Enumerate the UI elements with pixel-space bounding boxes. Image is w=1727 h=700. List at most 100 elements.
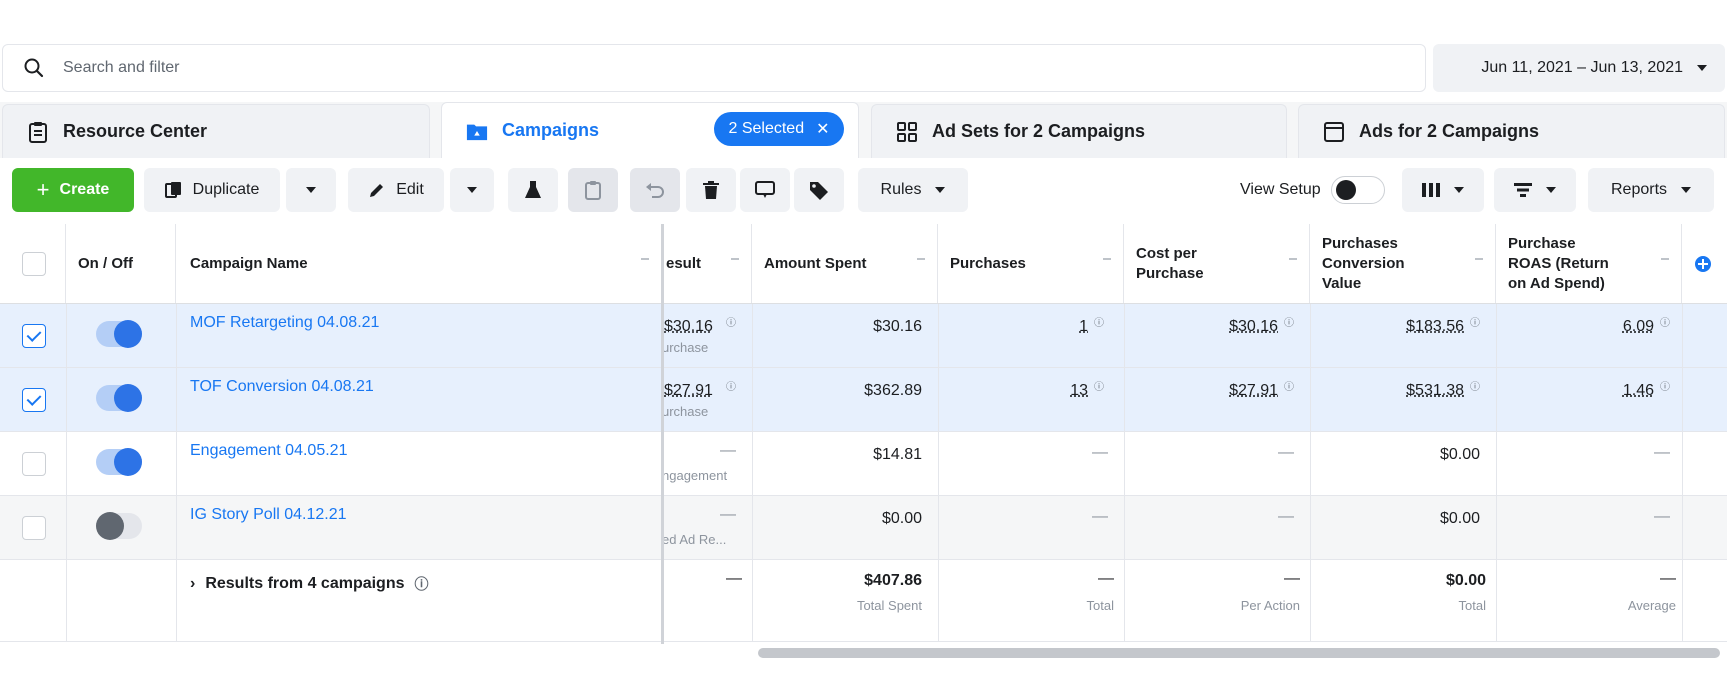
summary-row: › Results from 4 campaigns ⓘ — $407.86 T… bbox=[0, 560, 1727, 642]
on-off-toggle[interactable] bbox=[96, 384, 142, 412]
purchases-value: — bbox=[1092, 508, 1108, 525]
col-on-off[interactable]: On / Off bbox=[66, 224, 176, 303]
summary-expander[interactable]: › Results from 4 campaigns ⓘ bbox=[190, 574, 429, 594]
col-result-label: esult bbox=[666, 254, 702, 272]
columns-button[interactable] bbox=[1402, 168, 1484, 212]
col-result[interactable]: esult bbox=[664, 224, 752, 303]
view-setup-toggle[interactable] bbox=[1330, 176, 1385, 204]
col-roas-label-3: on Ad Spend) bbox=[1508, 274, 1605, 292]
sort-icon bbox=[1289, 258, 1297, 260]
col-campaign-name[interactable]: Campaign Name bbox=[176, 224, 662, 303]
select-all-checkbox[interactable] bbox=[22, 252, 46, 276]
undo-button[interactable] bbox=[630, 168, 680, 212]
result-value: $30.16 bbox=[664, 318, 713, 335]
delete-button[interactable] bbox=[686, 168, 736, 212]
create-button[interactable]: + Create bbox=[12, 168, 134, 212]
preview-button[interactable] bbox=[740, 168, 790, 212]
info-icon: ⓘ bbox=[1470, 382, 1480, 393]
duplicate-dropdown[interactable] bbox=[286, 168, 336, 212]
col-roas-label-1: Purchase bbox=[1508, 234, 1576, 252]
roas-value: — bbox=[1654, 508, 1670, 525]
clipboard-icon bbox=[585, 181, 601, 200]
edit-button[interactable]: Edit bbox=[348, 168, 444, 212]
rules-button[interactable]: Rules bbox=[858, 168, 968, 212]
tab-ad-sets[interactable]: Ad Sets for 2 Campaigns bbox=[871, 104, 1287, 158]
grid-icon bbox=[897, 121, 917, 142]
col-cost-per-purchase-label-2: Purchase bbox=[1136, 264, 1204, 282]
reports-label: Reports bbox=[1610, 181, 1668, 198]
add-column-icon[interactable] bbox=[1694, 255, 1712, 273]
table-header: On / Off Campaign Name esult Amount Spen… bbox=[0, 224, 1727, 304]
cost-per-purchase-value: — bbox=[1278, 444, 1294, 461]
search-bar[interactable]: Search and filter bbox=[2, 44, 1426, 92]
tag-button[interactable] bbox=[794, 168, 844, 212]
view-setup[interactable]: View Setup bbox=[1240, 168, 1385, 212]
info-icon: ⓘ bbox=[1094, 382, 1104, 393]
selected-count-badge[interactable]: 2 Selected ✕ bbox=[714, 112, 844, 146]
col-amount-spent[interactable]: Amount Spent bbox=[752, 224, 938, 303]
campaigns-table: On / Off Campaign Name esult Amount Spen… bbox=[0, 224, 1727, 644]
sort-icon bbox=[731, 258, 739, 260]
on-off-toggle[interactable] bbox=[96, 512, 142, 540]
col-conversion-value[interactable]: Purchases Conversion Value bbox=[1310, 224, 1496, 303]
purchases-value: — bbox=[1092, 444, 1108, 461]
frozen-column-divider bbox=[661, 224, 664, 644]
col-purchases[interactable]: Purchases bbox=[938, 224, 1124, 303]
row-checkbox[interactable] bbox=[22, 516, 46, 540]
undo-icon bbox=[646, 183, 664, 198]
row-checkbox[interactable] bbox=[22, 452, 46, 476]
row-checkbox[interactable] bbox=[22, 324, 46, 348]
tab-resource-center[interactable]: Resource Center bbox=[2, 104, 430, 158]
chevron-down-icon bbox=[935, 187, 946, 193]
amount-spent-value: $0.00 bbox=[881, 510, 922, 527]
close-icon[interactable]: ✕ bbox=[816, 121, 830, 138]
campaign-name-link[interactable]: IG Story Poll 04.12.21 bbox=[190, 506, 347, 523]
sort-icon bbox=[1103, 258, 1111, 260]
table-row[interactable]: Engagement 04.05.21 — ngagement $14.81 —… bbox=[0, 432, 1727, 496]
view-setup-label: View Setup bbox=[1240, 181, 1321, 198]
result-value: — bbox=[720, 506, 736, 523]
result-type: ngagement bbox=[662, 468, 728, 483]
tab-ads[interactable]: Ads for 2 Campaigns bbox=[1298, 104, 1725, 158]
reports-button[interactable]: Reports bbox=[1588, 168, 1714, 212]
breakdown-button[interactable] bbox=[1494, 168, 1576, 212]
campaign-name-link[interactable]: Engagement 04.05.21 bbox=[190, 442, 348, 459]
result-value: — bbox=[720, 442, 736, 459]
summary-conversion-value-sub: Total bbox=[1458, 598, 1486, 613]
col-cost-per-purchase[interactable]: Cost per Purchase bbox=[1124, 224, 1310, 303]
info-icon[interactable]: ⓘ bbox=[414, 576, 429, 592]
review-button[interactable] bbox=[568, 168, 618, 212]
tab-ad-sets-label: Ad Sets for 2 Campaigns bbox=[932, 121, 1146, 141]
campaign-name-link[interactable]: TOF Conversion 04.08.21 bbox=[190, 378, 374, 395]
clipboard-icon bbox=[29, 121, 47, 143]
conversion-value-value: $0.00 bbox=[1439, 446, 1480, 463]
date-range-picker[interactable]: Jun 11, 2021 – Jun 13, 2021 bbox=[1433, 44, 1725, 92]
on-off-toggle[interactable] bbox=[96, 320, 142, 348]
table-row[interactable]: MOF Retargeting 04.08.21 $30.16 ⓘ urchas… bbox=[0, 304, 1727, 368]
table-row[interactable]: TOF Conversion 04.08.21 $27.91 ⓘ urchase… bbox=[0, 368, 1727, 432]
ab-test-button[interactable] bbox=[508, 168, 558, 212]
summary-label: Results from 4 campaigns bbox=[205, 575, 405, 592]
sort-icon bbox=[1475, 258, 1483, 260]
col-conversion-value-label-1: Purchases bbox=[1322, 234, 1398, 252]
campaign-name-link[interactable]: MOF Retargeting 04.08.21 bbox=[190, 314, 380, 331]
search-input[interactable]: Search and filter bbox=[63, 59, 180, 76]
trash-icon bbox=[703, 181, 719, 199]
header-select-all bbox=[0, 224, 66, 303]
on-off-toggle[interactable] bbox=[96, 448, 142, 476]
edit-label: Edit bbox=[396, 181, 424, 198]
info-icon: ⓘ bbox=[1660, 382, 1670, 393]
cost-per-purchase-value: — bbox=[1278, 508, 1294, 525]
result-type: ed Ad Re... bbox=[662, 532, 727, 547]
search-icon bbox=[24, 58, 44, 78]
duplicate-button[interactable]: Duplicate bbox=[144, 168, 280, 212]
row-checkbox[interactable] bbox=[22, 388, 46, 412]
edit-dropdown[interactable] bbox=[450, 168, 494, 212]
col-amount-spent-label: Amount Spent bbox=[764, 254, 867, 272]
add-column[interactable] bbox=[1682, 224, 1727, 303]
horizontal-scrollbar-thumb[interactable] bbox=[758, 648, 1720, 658]
col-roas[interactable]: Purchase ROAS (Return on Ad Spend) bbox=[1496, 224, 1682, 303]
chevron-down-icon bbox=[467, 187, 477, 193]
table-row[interactable]: IG Story Poll 04.12.21 — ed Ad Re... $0.… bbox=[0, 496, 1727, 560]
chevron-right-icon[interactable]: › bbox=[190, 575, 196, 592]
